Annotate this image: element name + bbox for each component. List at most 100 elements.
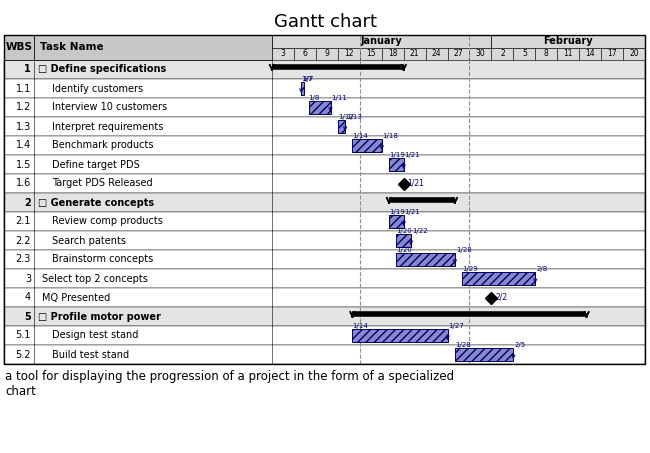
Text: 1/21: 1/21	[405, 209, 421, 215]
Text: 6: 6	[302, 49, 307, 58]
Bar	[4, 345, 645, 364]
Bar	[382, 48, 404, 60]
Bar	[557, 48, 579, 60]
Text: □ Define specifications: □ Define specifications	[38, 64, 166, 74]
Text: 1/28: 1/28	[455, 342, 471, 348]
Text: 30: 30	[476, 49, 486, 58]
Text: 2.1: 2.1	[16, 217, 31, 226]
Text: 9: 9	[324, 49, 330, 58]
Bar	[359, 48, 382, 60]
Bar	[579, 48, 601, 60]
Bar	[448, 48, 469, 60]
Text: 1.4: 1.4	[16, 140, 31, 150]
Text: 14: 14	[586, 49, 595, 58]
Bar	[352, 329, 448, 342]
Text: 1.1: 1.1	[16, 83, 31, 93]
Text: 8: 8	[544, 49, 549, 58]
Bar	[301, 82, 304, 95]
Text: 11: 11	[564, 49, 573, 58]
Text: 2.2: 2.2	[16, 236, 31, 246]
Text: 12: 12	[344, 49, 354, 58]
Bar	[426, 48, 448, 60]
Text: 1.2: 1.2	[16, 102, 31, 112]
Bar	[4, 288, 645, 307]
Text: 1/13: 1/13	[346, 114, 362, 120]
Bar	[4, 326, 645, 345]
Bar	[4, 35, 645, 364]
Text: 1/19: 1/19	[389, 209, 405, 215]
Bar	[4, 60, 645, 79]
Text: 1/7: 1/7	[302, 76, 314, 82]
Bar	[272, 48, 294, 60]
Bar	[4, 155, 645, 174]
Bar	[389, 215, 404, 228]
Text: Benchmark products: Benchmark products	[52, 140, 153, 150]
Text: 1/14: 1/14	[352, 133, 368, 139]
Text: 4: 4	[25, 293, 31, 303]
Bar	[491, 48, 514, 60]
Bar	[601, 48, 623, 60]
Bar	[4, 117, 645, 136]
Bar	[4, 231, 645, 250]
Text: Interpret requirements: Interpret requirements	[52, 121, 163, 131]
Text: 2: 2	[500, 49, 505, 58]
Text: 3: 3	[281, 49, 285, 58]
Bar	[4, 269, 645, 288]
Text: 21: 21	[410, 49, 419, 58]
Bar	[455, 348, 514, 361]
Text: Define target PDS: Define target PDS	[52, 159, 140, 169]
Text: 1: 1	[24, 64, 31, 74]
Text: 1/18: 1/18	[383, 133, 398, 139]
Bar	[404, 48, 426, 60]
Bar	[338, 120, 345, 133]
Text: 20: 20	[629, 49, 639, 58]
Bar	[4, 35, 272, 60]
Text: Target PDS Released: Target PDS Released	[52, 178, 153, 188]
Text: Gantt chart: Gantt chart	[274, 13, 376, 31]
Text: Review comp products: Review comp products	[52, 217, 163, 226]
Bar	[4, 193, 645, 212]
Bar	[352, 139, 382, 152]
Text: □ Generate concepts: □ Generate concepts	[38, 198, 154, 207]
Text: 3: 3	[25, 274, 31, 284]
Bar	[4, 212, 645, 231]
Text: 1/20: 1/20	[396, 228, 412, 234]
Text: 1/12: 1/12	[338, 114, 354, 120]
Text: 5: 5	[522, 49, 526, 58]
Text: 1/21: 1/21	[405, 152, 421, 158]
Text: Interview 10 customers: Interview 10 customers	[52, 102, 167, 112]
Bar	[294, 48, 316, 60]
Bar	[4, 136, 645, 155]
Text: Select top 2 concepts: Select top 2 concepts	[42, 274, 148, 284]
Bar	[4, 79, 645, 98]
Text: Brainstorm concepts: Brainstorm concepts	[52, 255, 153, 265]
Text: 1/14: 1/14	[352, 323, 368, 329]
Text: 2/8: 2/8	[536, 266, 547, 272]
Text: 17: 17	[607, 49, 617, 58]
Text: 1/20: 1/20	[396, 247, 412, 253]
Text: MQ Presented: MQ Presented	[42, 293, 110, 303]
Bar	[316, 48, 338, 60]
Text: 27: 27	[454, 49, 463, 58]
Text: 2/5: 2/5	[514, 342, 525, 348]
Text: WBS: WBS	[5, 43, 32, 53]
Text: Task Name: Task Name	[40, 43, 103, 53]
Bar	[4, 98, 645, 117]
Text: 18: 18	[388, 49, 397, 58]
Text: 1/7: 1/7	[301, 76, 313, 82]
Text: 1.6: 1.6	[16, 178, 31, 188]
Text: 2/2: 2/2	[495, 293, 508, 302]
Bar	[396, 234, 411, 247]
Bar	[4, 174, 645, 193]
Text: Build test stand: Build test stand	[52, 350, 129, 360]
Bar	[4, 307, 645, 326]
Bar	[338, 48, 359, 60]
Text: 2.3: 2.3	[16, 255, 31, 265]
Text: 1.3: 1.3	[16, 121, 31, 131]
Text: 1/19: 1/19	[389, 152, 405, 158]
Text: Design test stand: Design test stand	[52, 331, 138, 341]
Bar	[396, 253, 455, 266]
Bar	[469, 48, 491, 60]
Text: February: February	[543, 37, 593, 47]
Text: 1.5: 1.5	[16, 159, 31, 169]
